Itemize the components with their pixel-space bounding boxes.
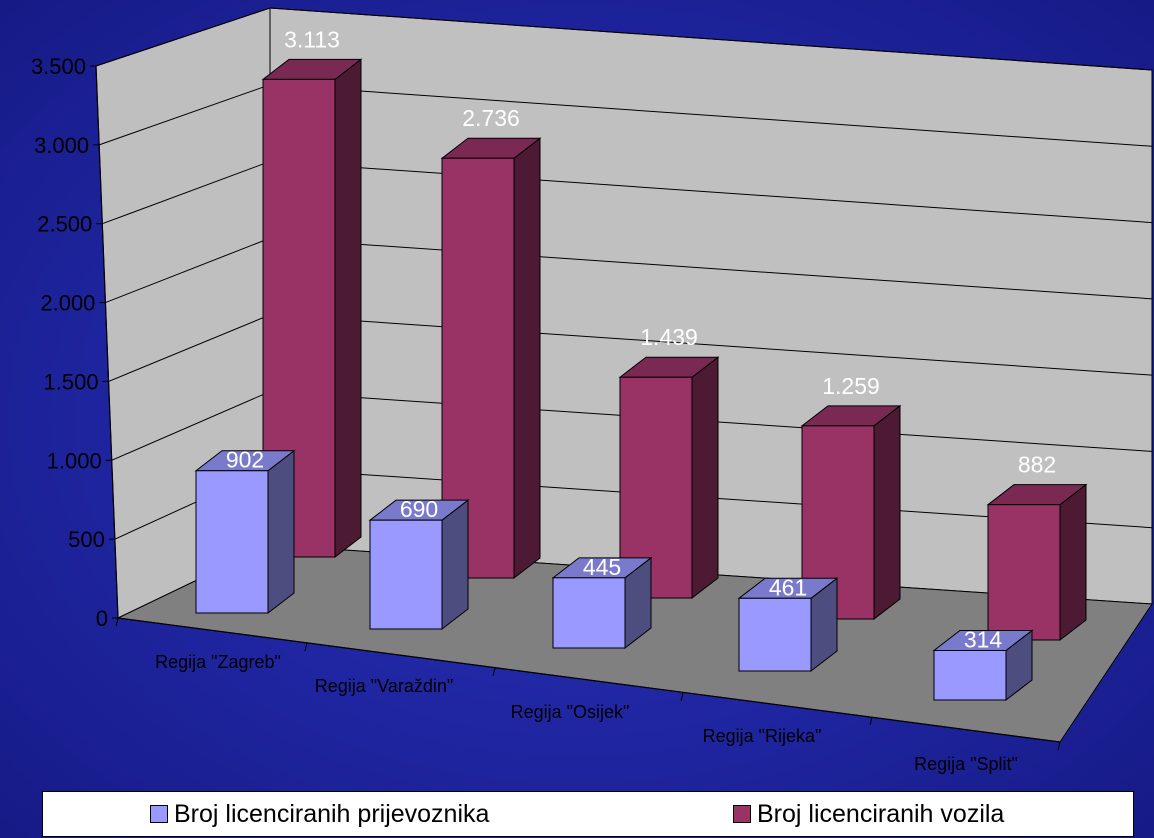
bar-prijevoznika-1-front	[369, 519, 443, 630]
y-tick-label-3: 1.500	[44, 369, 99, 394]
bar-prijevoznika-2-front	[552, 577, 626, 649]
bar-prijevoznika-1	[368, 499, 470, 631]
bar-prijevoznika-4-front	[933, 649, 1007, 701]
x-tick-1	[304, 642, 308, 652]
gridline-back-7	[269, 7, 1153, 71]
x-tick-0	[115, 617, 119, 627]
legend-item-prijevoznika: Broj licenciranih prijevoznika	[150, 798, 489, 830]
bar-prijevoznika-3-front	[738, 597, 812, 672]
data-label-prijevoznika-3: 461	[769, 574, 807, 600]
x-tick-5	[1057, 741, 1061, 751]
x-tick-2	[492, 667, 496, 677]
data-label-vozila-0: 3.113	[284, 26, 340, 52]
y-tick-label-1: 500	[68, 527, 105, 552]
x-tick-3	[680, 692, 684, 702]
x-tick-label-0: Regija "Zagreb"	[155, 652, 281, 672]
bar-vozila-3	[800, 404, 902, 621]
gridline-side-5	[102, 160, 271, 225]
bar-prijevoznika-0	[194, 449, 296, 615]
bar-vozila-4	[986, 483, 1088, 642]
bar-vozila-2	[618, 356, 720, 600]
gridline-side-6	[98, 84, 271, 146]
data-label-prijevoznika-0: 902	[226, 447, 264, 473]
data-label-prijevoznika-1: 690	[400, 496, 438, 522]
bar-vozila-2-side	[691, 356, 719, 600]
bar-vozila-1	[440, 137, 542, 580]
x-tick-4	[869, 716, 873, 726]
gridline-side-7	[95, 7, 271, 67]
data-label-vozila-1: 2.736	[462, 105, 520, 131]
gridline-side-2	[111, 391, 271, 461]
bar-prijevoznika-2	[551, 556, 653, 650]
y-tick-label-4: 2.000	[40, 291, 95, 316]
y-tick-label-6: 3.000	[34, 133, 89, 158]
x-tick-label-4: Regija "Split"	[914, 754, 1018, 774]
y-tick-label-5: 2.500	[37, 212, 92, 237]
gridline-back-6	[269, 84, 1153, 147]
bar-vozila-3-side	[873, 404, 901, 621]
legend-swatch-vozila	[733, 805, 751, 823]
data-label-prijevoznika-2: 445	[583, 554, 621, 580]
legend-label-prijevoznika: Broj licenciranih prijevoznika	[174, 799, 490, 828]
bar-vozila-4-side	[1059, 483, 1087, 642]
bar-vozila-4-front	[987, 504, 1061, 641]
legend-swatch-prijevoznika	[150, 805, 168, 823]
y-axis: 0 500 1.000 1.500 2.000 2.500 3.000 3.500	[31, 54, 119, 631]
data-label-prijevoznika-4: 314	[964, 626, 1003, 652]
y-tick-label-2: 1.000	[47, 448, 102, 473]
y-tick-label-0: 0	[96, 606, 108, 631]
gridline-back-5	[269, 160, 1153, 224]
bar-vozila-1-side	[513, 137, 541, 580]
gridline-side-3	[108, 314, 271, 382]
data-label-vozila-4: 882	[1018, 452, 1056, 478]
data-label-vozila-3: 1.259	[822, 373, 880, 399]
bar-prijevoznika-3	[737, 577, 839, 673]
bars	[194, 58, 1088, 702]
legend-label-vozila: Broj licenciranih vozila	[757, 799, 1005, 828]
y-axis-line	[95, 65, 119, 619]
gridline-back-4	[269, 237, 1153, 300]
bar-prijevoznika-1-side	[441, 499, 469, 631]
legend: Broj licenciranih prijevoznika Broj lice…	[42, 791, 1134, 837]
y-tick-label-7: 3.500	[31, 54, 86, 79]
x-tick-label-1: Regija "Varaždin"	[315, 676, 454, 696]
data-label-vozila-2: 1.439	[640, 324, 698, 350]
gridline-back-3	[269, 314, 1153, 376]
bar-vozila-0-side	[334, 58, 362, 559]
x-axis-line	[117, 617, 1061, 743]
bar-prijevoznika-0-front	[195, 470, 269, 614]
bar-prijevoznika-4	[932, 629, 1034, 702]
gridline-side-4	[105, 237, 271, 304]
bar-prijevoznika-0-side	[267, 449, 295, 615]
legend-item-vozila: Broj licenciranih vozila	[733, 798, 1004, 830]
x-tick-label-3: Regija "Rijeka"	[703, 726, 822, 746]
x-tick-label-2: Regija "Osijek"	[511, 702, 630, 722]
x-axis: Regija "Zagreb" Regija "Varaždin" Regija "…	[115, 617, 1061, 774]
data-labels: 3.113 2.736 1.439 1.259 882 902 690 445 461 314	[226, 26, 1056, 652]
